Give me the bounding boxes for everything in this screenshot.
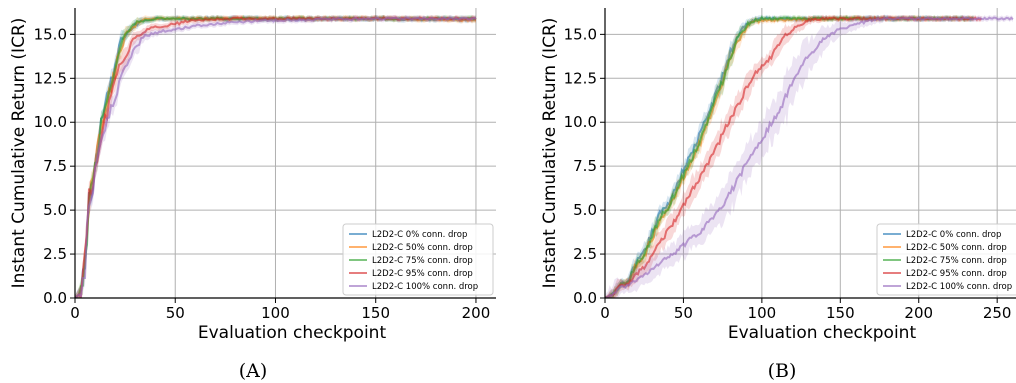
- legend-label: L2D2-C 0% conn. drop: [372, 230, 467, 240]
- legend-label: L2D2-C 50% conn. drop: [372, 243, 473, 253]
- legend-label: L2D2-C 95% conn. drop: [906, 269, 1007, 279]
- legend-box: [342, 223, 494, 296]
- legend-label: L2D2-C 50% conn. drop: [906, 243, 1007, 253]
- y-tick-label: 5.0: [43, 201, 67, 219]
- legend: L2D2-C 0% conn. drop L2D2-C 50% conn. dro…: [342, 223, 494, 296]
- y-tick-label: 2.5: [43, 245, 67, 263]
- legend-label: L2D2-C 95% conn. drop: [372, 269, 473, 279]
- series-band: [605, 14, 1013, 298]
- y-tick-label: 0.0: [43, 289, 67, 307]
- x-axis-title: Evaluation checkpoint: [728, 323, 917, 343]
- legend-label: L2D2-C 75% conn. drop: [372, 256, 473, 266]
- panel-a: 0 50 100 150 200 0.0 2.5 5.0 7.5 10.0 12.5 15.0 Eval…: [9, 8, 496, 382]
- y-tick-label: 0.0: [573, 289, 597, 307]
- x-tick-label: 200: [462, 304, 491, 322]
- y-tick-label: 15.0: [564, 25, 597, 43]
- x-tick-label: 0: [600, 304, 610, 322]
- legend-label: L2D2-C 75% conn. drop: [906, 256, 1007, 266]
- x-tick-label: 200: [904, 304, 933, 322]
- y-tick-label: 7.5: [43, 157, 67, 175]
- x-tick-label: 50: [674, 304, 693, 322]
- legend-label: L2D2-C 100% conn. drop: [372, 282, 478, 292]
- y-tick-label: 12.5: [564, 69, 597, 87]
- y-tick-label: 10.0: [34, 113, 67, 131]
- plot-area: [605, 14, 1014, 298]
- y-tick-label: 5.0: [573, 201, 597, 219]
- series-line: [605, 16, 1014, 298]
- panel-b: 0 50 100 150 200 250 0.0 2.5 5.0 7.5 10.0 12.5 15.0 E…: [540, 8, 1016, 382]
- x-tick-label: 50: [166, 304, 185, 322]
- x-tick-label: 100: [748, 304, 777, 322]
- y-tick-label: 7.5: [573, 157, 597, 175]
- legend: L2D2-C 0% conn. drop L2D2-C 50% conn. dro…: [876, 223, 1016, 296]
- y-tick-label: 10.0: [564, 113, 597, 131]
- x-axis-title: Evaluation checkpoint: [198, 323, 387, 343]
- x-tick-label: 150: [826, 304, 855, 322]
- x-tick-label: 250: [983, 304, 1012, 322]
- y-tick-label: 2.5: [573, 245, 597, 263]
- y-axis-title: Instant Cumulative Return (ICR): [9, 18, 29, 289]
- series-band: [605, 14, 982, 298]
- x-tick-label: 150: [361, 304, 390, 322]
- panel-label: (A): [239, 360, 268, 382]
- legend-box: [876, 223, 1016, 296]
- legend-label: L2D2-C 0% conn. drop: [906, 230, 1001, 240]
- x-tick-label: 100: [261, 304, 290, 322]
- x-tick-label: 0: [70, 304, 80, 322]
- plot-area: [75, 14, 477, 298]
- y-axis-title: Instant Cumulative Return (ICR): [540, 18, 560, 289]
- panel-label: (B): [768, 360, 797, 382]
- y-tick-label: 15.0: [34, 25, 67, 43]
- legend-label: L2D2-C 100% conn. drop: [906, 282, 1012, 292]
- series-line: [75, 16, 477, 298]
- y-tick-label: 12.5: [34, 69, 67, 87]
